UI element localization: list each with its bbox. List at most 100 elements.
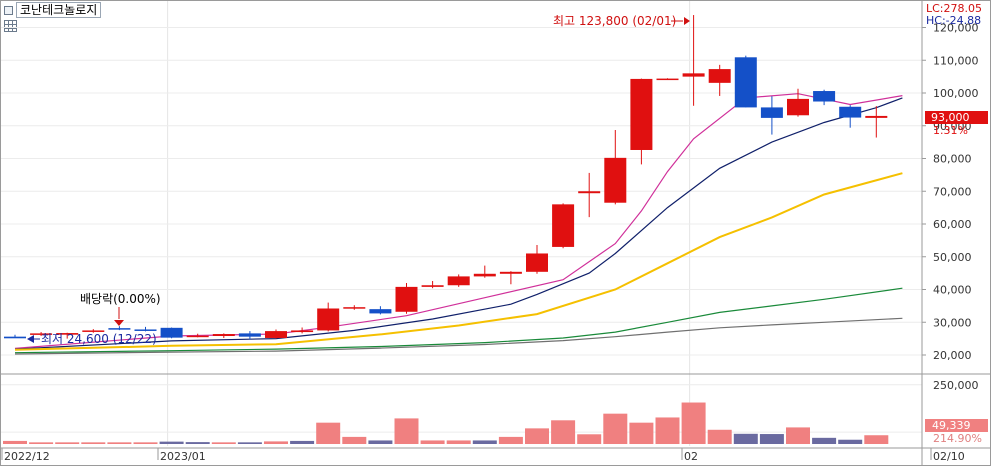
volume-bar xyxy=(812,437,837,444)
grid-icon[interactable] xyxy=(4,20,17,32)
date-tick-label: 02 xyxy=(684,450,698,463)
candle-body xyxy=(813,91,836,102)
candle-body xyxy=(4,336,26,339)
candle xyxy=(369,306,392,315)
candle-body xyxy=(865,115,888,118)
price-tick-label: 40,000 xyxy=(933,284,972,297)
volume-bar xyxy=(759,434,784,444)
ma240-line xyxy=(14,317,903,355)
candle xyxy=(317,302,340,332)
candle-body xyxy=(369,309,392,314)
price-tick-label: 100,000 xyxy=(933,87,979,100)
candle xyxy=(473,265,496,278)
volume-bar xyxy=(368,440,393,444)
volume-bar xyxy=(81,442,106,444)
candle xyxy=(238,331,261,340)
candle-body xyxy=(787,98,809,116)
candle-body xyxy=(421,285,444,287)
right-panel: LC:278.05 HC:-24.88 93,000 1.31% 49,339 … xyxy=(925,2,988,445)
volume-change: 214.90% xyxy=(933,432,982,445)
candle xyxy=(708,64,731,96)
volume-bar xyxy=(29,442,54,444)
candle-body xyxy=(395,286,418,312)
candle-body xyxy=(604,157,627,203)
stock-name[interactable]: 코난테크놀로지 xyxy=(16,2,102,18)
price-tick-label: 80,000 xyxy=(933,153,972,166)
candle xyxy=(82,329,105,333)
candle-body xyxy=(265,331,287,338)
candle xyxy=(56,332,79,339)
candle-body xyxy=(578,191,601,194)
volume-bar xyxy=(420,440,445,444)
price-tag: 93,000 xyxy=(931,111,970,124)
candle-body xyxy=(82,330,105,332)
candle xyxy=(630,78,653,165)
price-tick-label: 120,000 xyxy=(933,22,979,35)
volume-bar xyxy=(498,436,523,444)
candle xyxy=(160,327,183,339)
volume-bar xyxy=(603,413,628,444)
volume-bar xyxy=(472,440,497,444)
price-axis-labels: 20,000 30,000 40,000 50,000 60,000 70,000 80,0… xyxy=(922,22,979,362)
candle xyxy=(839,105,862,128)
price-tick-label: 110,000 xyxy=(933,54,979,67)
candle xyxy=(30,332,53,337)
date-tick-label: 2022/12 xyxy=(4,450,50,463)
volume-bar xyxy=(525,428,549,444)
candle xyxy=(343,305,366,310)
price-tag-box xyxy=(925,111,988,124)
candle xyxy=(134,326,157,332)
high-annotation: 최고 123,800 (02/01) xyxy=(553,14,676,28)
volume-bar xyxy=(655,417,680,444)
candle-body xyxy=(56,333,79,335)
price-tick-label: 50,000 xyxy=(933,251,972,264)
candle xyxy=(4,334,26,339)
ma20-line xyxy=(14,97,903,350)
candle-body xyxy=(238,333,261,337)
candle-body xyxy=(186,335,209,338)
candle xyxy=(578,172,601,218)
volume-bar xyxy=(446,440,471,444)
candle-body xyxy=(343,307,366,309)
volume-bar xyxy=(342,436,367,444)
volume-bar xyxy=(290,440,315,444)
candle xyxy=(526,244,548,274)
candle-body xyxy=(291,330,314,333)
lc-label: LC:278.05 xyxy=(926,2,982,15)
volume-bar xyxy=(551,420,576,444)
candle-body xyxy=(656,78,679,81)
candle-body xyxy=(682,73,705,77)
candle xyxy=(682,15,705,106)
candle-body xyxy=(160,327,183,338)
date-axis-labels: 2022/12 2023/01 02 02/10 xyxy=(1,448,965,463)
volume-bar xyxy=(211,442,236,444)
window-icon[interactable] xyxy=(4,5,13,15)
volume-bar xyxy=(107,442,132,444)
candle xyxy=(395,282,418,314)
volume-bar xyxy=(185,442,210,444)
candle xyxy=(604,130,627,205)
candle xyxy=(447,274,470,287)
volume-tag-box xyxy=(925,419,988,432)
candle-body xyxy=(447,276,470,286)
price-change: 1.31% xyxy=(933,124,968,137)
candle-body xyxy=(734,57,757,108)
candle-body xyxy=(30,333,53,335)
volume-bar xyxy=(681,402,706,444)
candle-body xyxy=(317,308,340,331)
volume-bar xyxy=(264,441,288,444)
volume-tick-label: 250,000 xyxy=(933,379,979,392)
volume-bars xyxy=(3,402,889,444)
volume-bar xyxy=(707,429,732,444)
volume-bar xyxy=(133,442,158,444)
candle xyxy=(734,55,757,108)
candle-body xyxy=(760,107,783,118)
price-tick-label: 20,000 xyxy=(933,349,972,362)
hc-label: HC:-24.88 xyxy=(926,14,981,27)
candle-body xyxy=(630,78,653,150)
dividend-arrow-head xyxy=(114,320,124,326)
high-arrow-head xyxy=(684,17,690,25)
low-arrow-head xyxy=(27,335,34,343)
